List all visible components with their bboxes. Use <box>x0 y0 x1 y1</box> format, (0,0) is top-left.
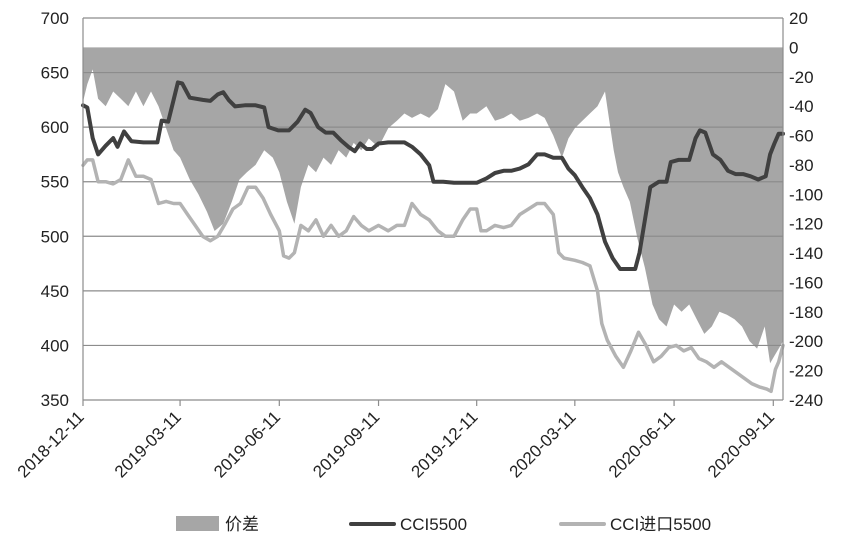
spread-area-layer <box>83 47 783 364</box>
y-right-tick-label: -100 <box>789 185 823 204</box>
x-tick-label: 2019-12-11 <box>407 407 481 481</box>
series-cci5500-line <box>81 80 785 271</box>
legend-label-spread: 价差 <box>225 515 259 534</box>
legend-swatch-spread <box>176 516 219 531</box>
x-tick-label: 2018-12-11 <box>14 407 88 481</box>
y-right-tick-label: 20 <box>789 9 808 28</box>
y-left-tick-label: 450 <box>41 282 69 301</box>
y-right-tick-label: -140 <box>789 244 823 263</box>
y-right-tick-label: -200 <box>789 332 823 351</box>
legend-label-cci5500: CCI5500 <box>400 515 467 534</box>
y-right-tick-label: -40 <box>789 97 814 116</box>
legend: 价差 CCI5500 CCI进口5500 <box>176 515 711 534</box>
axes <box>82 18 784 406</box>
x-tick-label: 2019-09-11 <box>309 407 383 481</box>
y-right-tick-label: -20 <box>789 68 814 87</box>
y-left-tick-label: 500 <box>41 227 69 246</box>
y-left-tick-label: 350 <box>41 391 69 410</box>
series-lines-layer <box>81 80 785 394</box>
y-right-tick-label: -160 <box>789 273 823 292</box>
y-left-tick-label: 600 <box>41 118 69 137</box>
y-left-tick-label: 550 <box>41 173 69 192</box>
y-right-tick-label: -80 <box>789 156 814 175</box>
y-right-tick-label: -180 <box>789 303 823 322</box>
y-right-tick-label: -60 <box>789 127 814 146</box>
x-tick-label: 2019-03-11 <box>111 407 185 481</box>
y-left-tick-label: 650 <box>41 64 69 83</box>
y-right-tick-label: -240 <box>789 391 823 410</box>
series-spread-area <box>83 47 783 364</box>
y-right-tick-label: -220 <box>789 362 823 381</box>
series-cci_import_5500-line <box>81 158 785 394</box>
y-right-tick-label: -120 <box>789 215 823 234</box>
legend-label-cci_import_5500: CCI进口5500 <box>610 515 711 534</box>
x-tick-label: 2020-06-11 <box>605 407 679 481</box>
y-right-tick-label: 0 <box>789 38 798 57</box>
y-left-tick-label: 700 <box>41 9 69 28</box>
x-tick-label: 2019-06-11 <box>210 407 284 481</box>
x-tick-label: 2020-03-11 <box>506 407 580 481</box>
x-tick-label: 2020-09-11 <box>704 407 778 481</box>
y-left-tick-label: 400 <box>41 336 69 355</box>
